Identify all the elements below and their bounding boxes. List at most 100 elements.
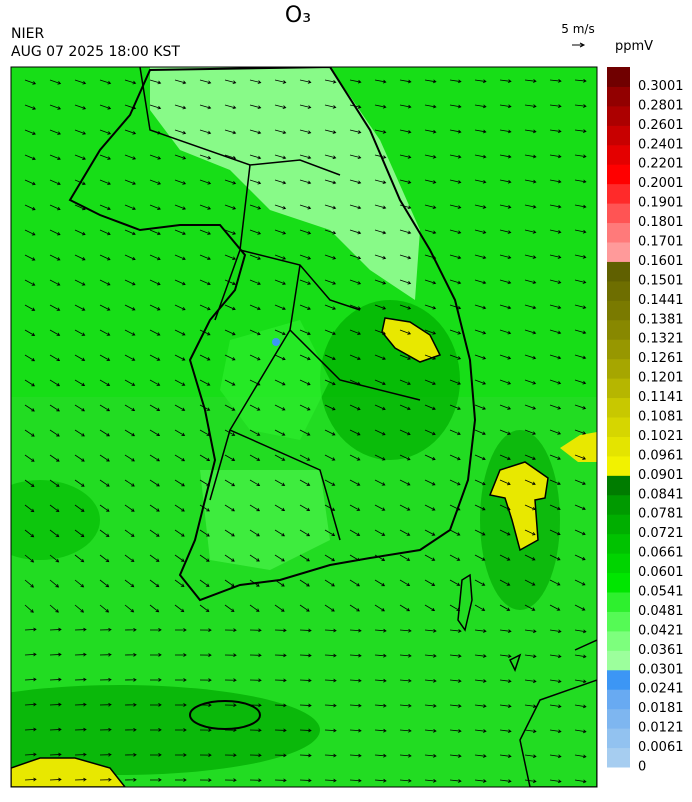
wind-arrow (274, 79, 287, 84)
wind-arrow (74, 379, 86, 387)
wind-scale-arrow (572, 42, 586, 48)
wind-arrow (49, 702, 62, 707)
wind-arrow (199, 304, 211, 311)
wind-arrow (549, 354, 562, 360)
colorbar-swatch (607, 105, 630, 126)
wind-arrow (299, 354, 311, 361)
wind-arrow (424, 579, 436, 586)
wind-arrow (249, 204, 262, 210)
wind-arrow (499, 179, 512, 184)
wind-arrow (299, 454, 311, 461)
wind-arrow (324, 79, 337, 84)
wind-arrow (299, 329, 311, 336)
wind-arrow (499, 254, 512, 260)
wind-arrow (474, 354, 487, 360)
wind-arrow (474, 529, 486, 536)
timestamp: AUG 07 2025 18:00 KST (11, 44, 180, 60)
wind-arrow (249, 554, 260, 562)
wind-arrow (299, 554, 310, 562)
wind-arrow (174, 354, 186, 361)
wind-arrow (374, 529, 386, 536)
wind-arrow (224, 204, 237, 210)
colorbar-swatch (607, 242, 630, 262)
wind-arrow (474, 329, 487, 335)
wind-arrow (424, 703, 437, 708)
colorbar-label: 0.0541 (638, 585, 684, 600)
wind-arrow (274, 479, 286, 486)
colorbar-label: 0.1321 (638, 332, 684, 347)
wind-arrow (574, 204, 587, 209)
wind-arrow (49, 429, 60, 437)
wind-arrow (24, 727, 37, 732)
wind-arrow (149, 703, 162, 707)
wind-arrow (474, 254, 487, 260)
wind-arrow (424, 229, 437, 235)
wind-arrow (149, 304, 161, 311)
wind-arrow (99, 652, 112, 657)
wind-arrow (324, 129, 337, 134)
wind-arrow (349, 628, 362, 633)
wind-arrow (24, 229, 36, 236)
wind-arrow (174, 529, 185, 537)
wind-arrow (499, 579, 511, 586)
wind-arrow (299, 254, 312, 260)
jeju-island (189, 700, 261, 730)
wind-arrow (474, 704, 487, 708)
wind-arrow (549, 629, 562, 634)
wind-arrow (49, 677, 62, 682)
wind-arrow (74, 429, 85, 437)
wind-arrow (49, 529, 60, 538)
wind-arrow (249, 129, 262, 135)
province-border (139, 67, 421, 541)
wind-arrow (249, 104, 262, 110)
wind-arrow (524, 104, 537, 109)
wind-arrow (99, 229, 111, 236)
wind-arrow (399, 354, 411, 360)
colorbar-label: 0.2401 (638, 137, 684, 152)
wind-arrow (424, 778, 437, 783)
wind-arrow (249, 329, 261, 336)
wind-arrow (449, 154, 462, 159)
wind-arrow (324, 179, 337, 185)
wind-arrow (524, 379, 537, 385)
wind-arrow (149, 204, 161, 210)
wind-arrow (49, 404, 60, 412)
wind-arrow (124, 354, 136, 361)
wind-arrow (99, 179, 111, 185)
wind-arrow (474, 779, 487, 783)
wind-arrow (74, 777, 87, 782)
wind-arrow (374, 479, 386, 486)
wind-arrow (474, 179, 487, 184)
wind-arrow (24, 652, 37, 657)
wind-arrow (74, 179, 86, 186)
wind-arrow (374, 129, 387, 134)
wind-arrow (374, 204, 387, 210)
wind-arrow (174, 179, 187, 185)
colorbar-swatch (607, 533, 630, 554)
wind-arrow (274, 678, 287, 683)
wind-arrow (199, 778, 212, 782)
wind-arrow (175, 778, 187, 782)
wind-arrow (49, 154, 61, 161)
wind-arrow (299, 154, 312, 160)
wind-arrow (274, 728, 287, 733)
wind-arrow (224, 404, 236, 411)
wind-arrow (499, 154, 512, 159)
wind-arrow (549, 529, 561, 536)
wind-arrow (74, 652, 87, 657)
wind-arrow (149, 504, 160, 512)
colorbar-label: 0.0421 (638, 623, 684, 638)
wind-arrow (49, 727, 62, 732)
wind-arrow (549, 454, 561, 460)
wind-arrow (374, 728, 387, 733)
wind-arrow (249, 678, 262, 683)
wind-arrow (574, 379, 587, 385)
wind-arrow (549, 379, 562, 385)
wind-arrow (199, 354, 211, 361)
high-patch (560, 432, 597, 462)
colorbar-swatch (607, 669, 630, 690)
wind-arrow (74, 504, 85, 512)
wind-arrow (99, 279, 111, 286)
wind-arrow (224, 703, 237, 708)
